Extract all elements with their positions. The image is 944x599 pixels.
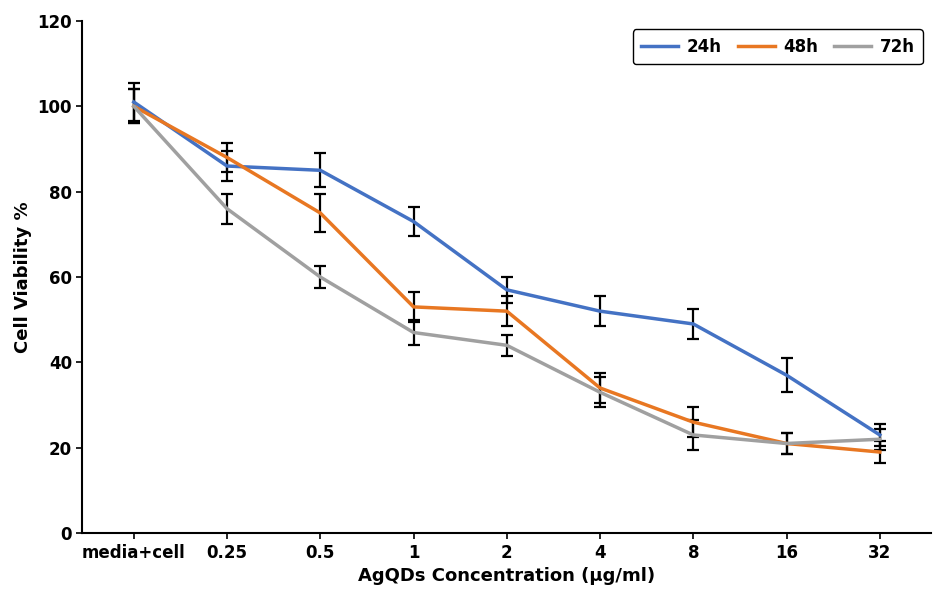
Legend: 24h, 48h, 72h: 24h, 48h, 72h (632, 29, 921, 64)
Y-axis label: Cell Viability %: Cell Viability % (14, 201, 32, 353)
X-axis label: AgQDs Concentration (μg/ml): AgQDs Concentration (μg/ml) (358, 567, 655, 585)
